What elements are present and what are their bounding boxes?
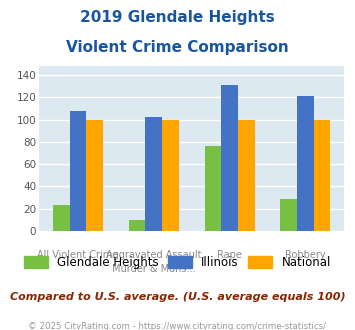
Text: 2019 Glendale Heights: 2019 Glendale Heights (80, 10, 275, 25)
Bar (162, 119, 179, 231)
Bar (53, 205, 70, 231)
Text: © 2025 CityRating.com - https://www.cityrating.com/crime-statistics/: © 2025 CityRating.com - https://www.city… (28, 322, 327, 330)
Bar (70, 111, 86, 231)
Text: Murder & Mans...: Murder & Mans... (112, 264, 196, 274)
Text: Robbery: Robbery (285, 250, 326, 260)
Legend: Glendale Heights, Illinois, National: Glendale Heights, Illinois, National (18, 250, 337, 275)
Bar (146, 117, 162, 231)
Text: Compared to U.S. average. (U.S. average equals 100): Compared to U.S. average. (U.S. average … (10, 292, 345, 302)
Bar (86, 119, 103, 231)
Bar (238, 119, 255, 231)
Bar (221, 85, 238, 231)
Text: Aggravated Assault: Aggravated Assault (106, 250, 202, 260)
Text: Violent Crime Comparison: Violent Crime Comparison (66, 40, 289, 54)
Bar (297, 96, 314, 231)
Text: Rape: Rape (217, 250, 242, 260)
Bar (129, 220, 146, 231)
Bar (314, 119, 331, 231)
Bar (280, 199, 297, 231)
Text: All Violent Crime: All Violent Crime (37, 250, 119, 260)
Bar (204, 146, 221, 231)
